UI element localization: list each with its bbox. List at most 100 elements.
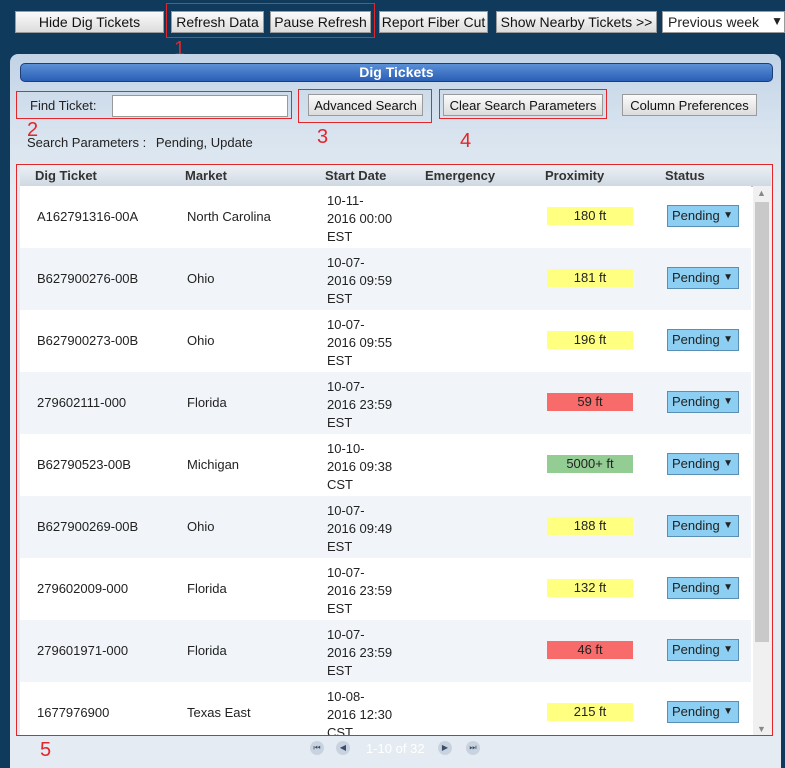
start-date-line: 2016 00:00 bbox=[327, 211, 393, 226]
table-row[interactable]: 279602111-000 Florida 10-07- 2016 23:59 EST 5… bbox=[20, 372, 751, 434]
period-select[interactable]: Previous week ▼ bbox=[662, 11, 785, 33]
status-value: Pending bbox=[672, 270, 720, 285]
proximity-cell: 196 ft bbox=[547, 331, 633, 349]
scroll-up-icon[interactable]: ▲ bbox=[757, 188, 766, 198]
column-header-start-date[interactable]: Start Date bbox=[325, 168, 387, 183]
start-date-line: EST bbox=[327, 291, 353, 306]
refresh-data-button[interactable]: Refresh Data bbox=[171, 11, 264, 33]
advanced-search-button[interactable]: Advanced Search bbox=[308, 94, 423, 116]
status-value: Pending bbox=[672, 580, 720, 595]
start-date-cell: 10-08- 2016 12:30 CST bbox=[327, 688, 407, 736]
column-header-dig-ticket[interactable]: Dig Ticket bbox=[35, 168, 97, 183]
dropdown-arrow-icon: ▼ bbox=[723, 582, 733, 593]
start-date-cell: 10-07- 2016 23:59 EST bbox=[327, 564, 407, 618]
start-date-line: 10-07- bbox=[327, 317, 365, 332]
dig-ticket-cell[interactable]: B627900269-00B bbox=[37, 519, 139, 534]
status-value: Pending bbox=[672, 704, 720, 719]
find-ticket-input[interactable] bbox=[112, 95, 288, 117]
clear-search-parameters-button[interactable]: Clear Search Parameters bbox=[443, 94, 603, 116]
show-nearby-tickets-button[interactable]: Show Nearby Tickets >> bbox=[496, 11, 657, 33]
proximity-cell: 188 ft bbox=[547, 517, 633, 535]
marker-1: 1 bbox=[174, 38, 186, 60]
table-row[interactable]: 279602009-000 Florida 10-07- 2016 23:59 EST 1… bbox=[20, 558, 751, 620]
panel-title: Dig Tickets bbox=[20, 63, 773, 82]
start-date-line: CST bbox=[327, 725, 353, 736]
column-header-emergency[interactable]: Emergency bbox=[425, 168, 496, 183]
start-date-line: 2016 09:59 bbox=[327, 273, 393, 288]
column-header-status[interactable]: Status bbox=[665, 168, 705, 183]
start-date-line: EST bbox=[327, 539, 353, 554]
status-dropdown[interactable]: Pending ▼ bbox=[667, 515, 739, 537]
status-dropdown[interactable]: Pending ▼ bbox=[667, 453, 739, 475]
dig-ticket-cell[interactable]: 279601971-000 bbox=[37, 643, 129, 658]
status-dropdown[interactable]: Pending ▼ bbox=[667, 701, 739, 723]
column-header-proximity[interactable]: Proximity bbox=[545, 168, 605, 183]
find-ticket-label: Find Ticket: bbox=[30, 98, 97, 113]
start-date-line: 10-07- bbox=[327, 627, 365, 642]
dropdown-arrow-icon: ▼ bbox=[723, 706, 733, 717]
first-page-icon[interactable]: ⏮ bbox=[310, 741, 324, 755]
period-select-value: Previous week bbox=[668, 14, 760, 30]
start-date-line: 2016 23:59 bbox=[327, 397, 393, 412]
start-date-line: 2016 09:49 bbox=[327, 521, 393, 536]
dropdown-arrow-icon: ▼ bbox=[771, 14, 783, 28]
marker-5: 5 bbox=[40, 739, 52, 761]
marker-4: 4 bbox=[460, 130, 472, 152]
market-cell: Ohio bbox=[187, 271, 215, 286]
scroll-down-icon[interactable]: ▼ bbox=[757, 724, 766, 734]
status-dropdown[interactable]: Pending ▼ bbox=[667, 391, 739, 413]
table-row[interactable]: B627900276-00B Ohio 10-07- 2016 09:59 EST 181… bbox=[20, 248, 751, 310]
start-date-line: 10-07- bbox=[327, 565, 365, 580]
status-value: Pending bbox=[672, 394, 720, 409]
market-cell: Texas East bbox=[187, 705, 251, 720]
start-date-cell: 10-07- 2016 23:59 EST bbox=[327, 378, 407, 432]
start-date-line: 10-07- bbox=[327, 379, 365, 394]
market-cell: Michigan bbox=[187, 457, 240, 472]
start-date-cell: 10-07- 2016 09:55 EST bbox=[327, 316, 407, 370]
pause-refresh-button[interactable]: Pause Refresh bbox=[270, 11, 371, 33]
status-value: Pending bbox=[672, 518, 720, 533]
table-row[interactable]: B62790523-00B Michigan 10-10- 2016 09:38 CST… bbox=[20, 434, 751, 496]
grid-header: Dig Ticket Market Start Date Emergency P… bbox=[20, 164, 771, 187]
dig-ticket-cell[interactable]: 279602111-000 bbox=[37, 395, 127, 410]
status-value: Pending bbox=[672, 208, 720, 223]
column-preferences-button[interactable]: Column Preferences bbox=[622, 94, 757, 116]
market-cell: Florida bbox=[187, 643, 227, 658]
dropdown-arrow-icon: ▼ bbox=[723, 458, 733, 469]
dig-ticket-cell[interactable]: B627900273-00B bbox=[37, 333, 139, 348]
status-dropdown[interactable]: Pending ▼ bbox=[667, 205, 739, 227]
vertical-scrollbar[interactable]: ▲ ▼ bbox=[753, 186, 771, 736]
start-date-line: 2016 09:55 bbox=[327, 335, 393, 350]
hide-dig-tickets-button[interactable]: Hide Dig Tickets bbox=[15, 11, 164, 33]
dropdown-arrow-icon: ▼ bbox=[723, 334, 733, 345]
start-date-line: EST bbox=[327, 415, 353, 430]
table-row[interactable]: A162791316-00A North Carolina 10-11- 2016 0… bbox=[20, 186, 751, 248]
dig-ticket-cell[interactable]: A162791316-00A bbox=[37, 209, 139, 224]
last-page-icon[interactable]: ⏭ bbox=[466, 741, 480, 755]
table-row[interactable]: 279601971-000 Florida 10-07- 2016 23:59 EST 4… bbox=[20, 620, 751, 682]
dig-ticket-cell[interactable]: 1677976900 bbox=[37, 705, 110, 720]
status-dropdown[interactable]: Pending ▼ bbox=[667, 639, 739, 661]
market-cell: North Carolina bbox=[187, 209, 271, 224]
status-dropdown[interactable]: Pending ▼ bbox=[667, 329, 739, 351]
dropdown-arrow-icon: ▼ bbox=[723, 272, 733, 283]
table-row[interactable]: B627900273-00B Ohio 10-07- 2016 09:55 EST 196… bbox=[20, 310, 751, 372]
table-row[interactable]: 1677976900 Texas East 10-08- 2016 12:30 CST 2… bbox=[20, 682, 751, 736]
status-dropdown[interactable]: Pending ▼ bbox=[667, 577, 739, 599]
start-date-line: 10-07- bbox=[327, 503, 365, 518]
scrollbar-thumb[interactable] bbox=[755, 202, 769, 642]
start-date-cell: 10-07- 2016 09:59 EST bbox=[327, 254, 407, 308]
report-fiber-cut-button[interactable]: Report Fiber Cut bbox=[379, 11, 488, 33]
dig-ticket-cell[interactable]: B62790523-00B bbox=[37, 457, 131, 472]
market-cell: Ohio bbox=[187, 333, 215, 348]
status-dropdown[interactable]: Pending ▼ bbox=[667, 267, 739, 289]
dig-ticket-cell[interactable]: B627900276-00B bbox=[37, 271, 139, 286]
proximity-cell: 215 ft bbox=[547, 703, 633, 721]
dig-ticket-cell[interactable]: 279602009-000 bbox=[37, 581, 129, 596]
start-date-line: EST bbox=[327, 663, 353, 678]
table-row[interactable]: B627900269-00B Ohio 10-07- 2016 09:49 EST 188… bbox=[20, 496, 751, 558]
next-page-icon[interactable]: ▶ bbox=[438, 741, 452, 755]
dropdown-arrow-icon: ▼ bbox=[723, 520, 733, 531]
prev-page-icon[interactable]: ◀ bbox=[336, 741, 350, 755]
column-header-market[interactable]: Market bbox=[185, 168, 227, 183]
